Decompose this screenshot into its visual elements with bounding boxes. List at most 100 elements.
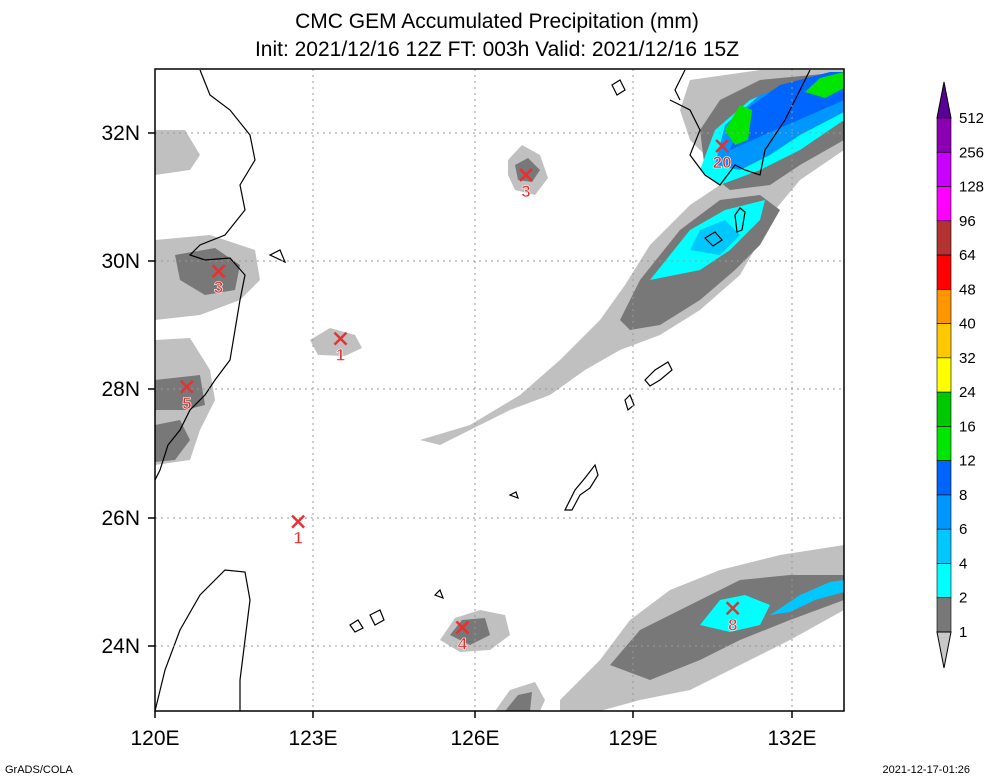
colorbar-segment (936, 563, 952, 599)
coast-china (155, 69, 256, 481)
colorbar-segment (936, 186, 952, 222)
precip-band-16mm-ne (805, 72, 844, 98)
island-ishigaki (369, 609, 385, 626)
footer-right: 2021-12-17-01:26 (883, 764, 970, 776)
marker-cross-stroke (291, 514, 305, 529)
marker-value-label: 3 (214, 278, 223, 297)
colorbar-level-label: 96 (959, 213, 976, 230)
xtick-label: 123E (288, 727, 337, 750)
colorbar-level-label: 12 (959, 453, 976, 470)
colorbar-segment (936, 494, 952, 530)
colorbar-level-label: 48 (959, 281, 976, 298)
axis-ticks (148, 132, 793, 718)
island-miyako (433, 588, 445, 600)
colorbar-segment (936, 254, 952, 290)
precip-west-1 (155, 130, 200, 175)
ytick-label: 26N (101, 507, 140, 530)
colorbar-level-label: 512 (959, 110, 984, 127)
colorbar-bottom-triangle (936, 631, 952, 669)
precip-south-3 (700, 595, 770, 632)
colorbar-level-label: 8 (959, 487, 967, 504)
colorbar-segment (936, 151, 952, 187)
colorbar-segment (936, 426, 952, 461)
station-marker: 1 (291, 514, 305, 548)
colorbar-segment (936, 460, 952, 496)
xtick-label: 129E (608, 727, 657, 750)
island-amami (644, 361, 673, 387)
station-marker: 3 (211, 264, 226, 298)
colorbar-level-label: 128 (959, 179, 984, 196)
marker-cross-stroke (211, 264, 226, 279)
precip-cell-126e-s2 (505, 692, 532, 711)
coast-kyushu-w (674, 69, 686, 101)
marker-value-label: 1 (293, 529, 302, 548)
colorbar-level-label: 64 (959, 247, 976, 264)
colorbar-segment (936, 597, 952, 633)
precip-south-4 (770, 580, 844, 615)
precip-west-3b (155, 375, 205, 410)
y-tick-labels: 32N 30N 28N 26N 24N (101, 122, 140, 658)
precip-band-16mm (725, 105, 752, 145)
colorbar-segment (936, 289, 952, 324)
colorbar-segment (936, 391, 952, 427)
marker-cross-stroke (519, 168, 533, 182)
marker-cross-stroke (725, 601, 740, 616)
marker-cross-stroke (333, 331, 348, 346)
coast-taiwan (155, 569, 251, 711)
marker-value-label: 3 (521, 182, 530, 201)
marker-value-label: 1 (336, 346, 345, 365)
colorbar-segment (936, 220, 952, 256)
precip-band-6mm (690, 220, 740, 255)
footer-left: GrADS/COLA (5, 764, 74, 776)
island-okinawa (564, 463, 599, 511)
marker-value-label: 4 (458, 635, 468, 654)
marker-value-label: 5 (182, 394, 191, 413)
ytick-label: 30N (101, 250, 140, 273)
station-marker: 1 (333, 331, 348, 365)
colorbar-level-label: 4 (959, 555, 967, 572)
station-marker: 3 (519, 168, 533, 201)
coastlines (155, 69, 811, 711)
station-markers: 3 1 5 1 3 4 8 20 (179, 139, 740, 654)
colorbar-level-label: 1 (959, 624, 967, 641)
colorbar-level-label: 256 (959, 144, 984, 161)
xtick-label: 126E (450, 727, 499, 750)
island-yakushima (704, 231, 723, 247)
chart-subtitle: Init: 2021/12/16 12Z FT: 003h Valid: 202… (255, 38, 739, 61)
colorbar-segment (936, 357, 952, 393)
station-marker: 4 (455, 620, 470, 654)
island-tanega (734, 207, 746, 233)
station-marker: 20 (712, 139, 732, 172)
precip-cell-127e-b (515, 158, 540, 182)
marker-value-label: 8 (728, 615, 737, 634)
colorbar-level-label: 6 (959, 521, 967, 538)
colorbar-top-triangle (936, 81, 952, 119)
xtick-label: 120E (130, 727, 179, 750)
precip-west-2b (175, 248, 240, 295)
island-small-1 (508, 491, 519, 500)
marker-cross-stroke (179, 379, 194, 394)
island-small-2 (624, 393, 635, 412)
station-marker: 8 (725, 601, 740, 635)
marker-value-label: 20 (713, 153, 732, 172)
island-small-3 (611, 79, 626, 96)
colorbar-level-label: 24 (959, 384, 976, 401)
marker-cross-stroke (715, 139, 729, 153)
colorbar-segment (936, 323, 952, 359)
island-small-4 (268, 249, 287, 264)
chart-title: CMC GEM Accumulated Precipitation (mm) (295, 10, 699, 33)
ytick-label: 32N (101, 122, 140, 145)
marker-cross-stroke (455, 620, 470, 635)
colorbar-level-label: 40 (959, 316, 976, 333)
island-iriomote (349, 619, 364, 633)
x-tick-labels: 120E 123E 126E 129E 132E (130, 727, 816, 750)
colorbar-level-label: 32 (959, 350, 976, 367)
colorbar-level-label: 2 (959, 590, 967, 607)
station-marker: 5 (179, 379, 194, 413)
precip-west-3c (155, 420, 190, 462)
ytick-label: 24N (101, 635, 140, 658)
precip-fields (155, 70, 844, 711)
xtick-label: 132E (767, 727, 816, 750)
